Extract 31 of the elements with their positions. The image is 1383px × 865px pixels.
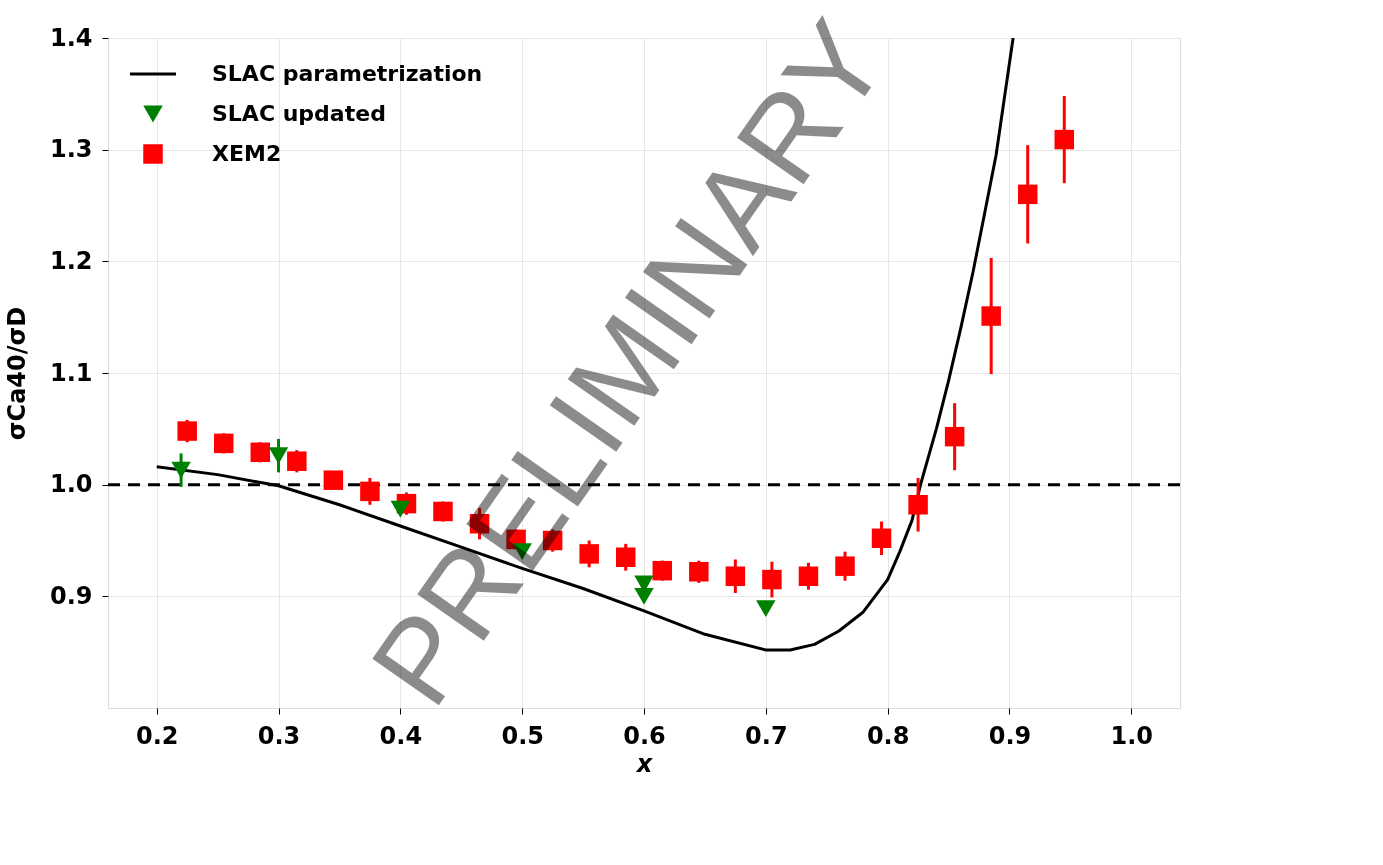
point [1054, 129, 1075, 150]
y-axis-title: σCa40/σD [2, 306, 31, 441]
x-tick-label: 0.5 [501, 721, 544, 750]
point [1017, 184, 1038, 205]
x-tick-label: 1.0 [1110, 721, 1154, 750]
x-tick-label: 0.4 [379, 721, 423, 750]
y-tick-label: 1.1 [49, 358, 93, 387]
x-tick-label: 0.6 [623, 721, 666, 750]
point [250, 442, 271, 463]
x-tick-label: 0.7 [745, 721, 788, 750]
x-tick-label: 0.8 [866, 721, 910, 750]
y-tick-label: 1.4 [49, 23, 93, 52]
y-tick-label: 1.0 [49, 470, 93, 499]
point [171, 461, 191, 479]
point [213, 433, 234, 454]
legend-label: XEM2 [212, 141, 282, 166]
x-tick-label: 0.9 [988, 721, 1032, 750]
point [908, 495, 928, 515]
y-tick-label: 1.3 [49, 135, 93, 164]
point [981, 306, 1001, 326]
point [323, 470, 344, 490]
y-tick-label: 0.9 [49, 581, 93, 610]
x-tick-label: 0.3 [257, 721, 301, 750]
point [287, 451, 307, 471]
point [944, 426, 965, 447]
point [871, 528, 892, 549]
x-tick-label: 0.2 [135, 721, 179, 750]
y-tick-label: 1.2 [49, 246, 93, 275]
x-axis-title: x [635, 749, 654, 778]
point [268, 447, 289, 465]
point [177, 421, 197, 441]
